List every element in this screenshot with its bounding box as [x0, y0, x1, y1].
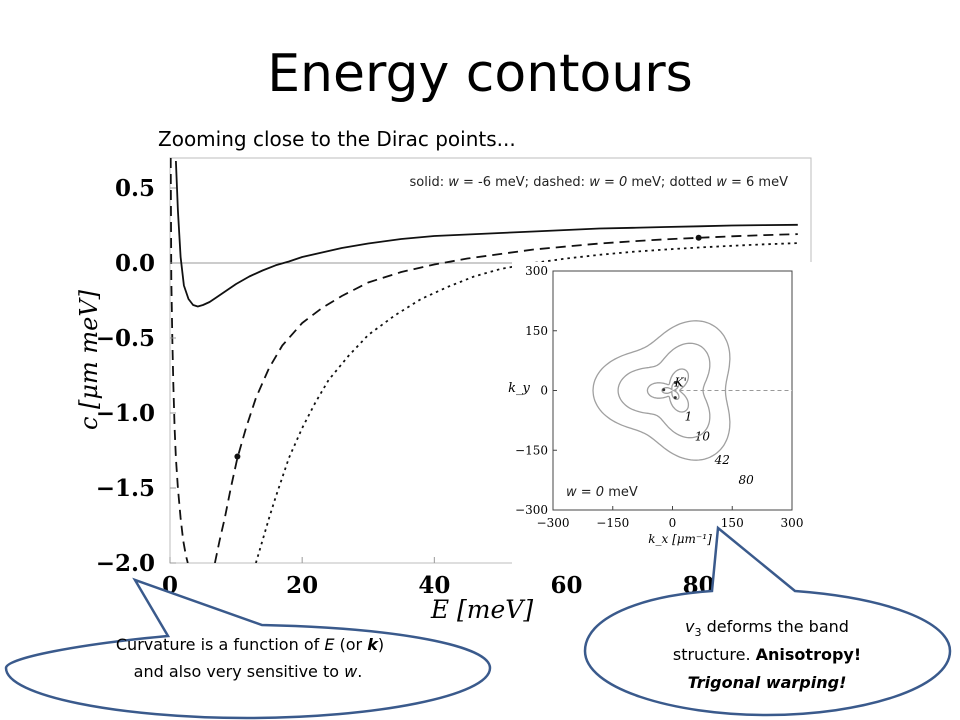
- right-callout-text-line2: structure. Anisotropy!: [673, 645, 861, 664]
- right-callout-text-line3: Trigonal warping!: [688, 673, 847, 692]
- y-tick-label: −1.5: [96, 475, 155, 502]
- inset-dirac-point: [673, 396, 677, 400]
- y-tick-label: 0.5: [115, 175, 155, 202]
- inset-y-tick-label: 150: [525, 324, 548, 338]
- marker-point-2: [695, 234, 702, 241]
- y-tick-label: −1.0: [96, 400, 155, 427]
- inset-y-tick-label: 0: [540, 384, 548, 398]
- y-tick-label: 0.0: [115, 250, 155, 277]
- inset-axis-ticks: −300 −150 0 150 300 300 150 0 −150 −300: [515, 264, 803, 530]
- inset-contour-label: 42: [714, 453, 730, 467]
- inset-x-tick-label: −150: [596, 516, 629, 530]
- x-tick-label: 60: [550, 572, 582, 599]
- left-callout-text-line1: Curvature is a function of E (or k): [116, 635, 384, 654]
- series-line-dashed: [214, 233, 798, 563]
- left-callout-bubble: [4, 577, 492, 720]
- series-line-dotted: [255, 242, 798, 563]
- right-callout-bubble: [583, 525, 952, 717]
- inset-contour-label: 10: [695, 429, 711, 443]
- inset-annotation: w = 0 meV: [566, 485, 638, 500]
- inset-x-axis-label: k_x [μm⁻¹]: [648, 532, 712, 546]
- marker-point-1: [234, 453, 241, 460]
- inset-dirac-point: [673, 381, 677, 385]
- inset-x-tick-label: −300: [537, 516, 570, 530]
- inset-y-tick-label: 300: [525, 264, 548, 278]
- series-line-dashed-branch-1: [170, 158, 189, 563]
- main-series-group: [170, 158, 798, 563]
- right-callout-text-line1: v3 deforms the band: [685, 617, 849, 639]
- inset-contour-80: [592, 320, 731, 461]
- inset-y-axis-label: k_y: [508, 381, 530, 396]
- slide-title: Energy contours: [267, 44, 693, 104]
- x-tick-label: 20: [286, 572, 318, 599]
- inset-contour-42: [617, 342, 711, 439]
- x-tick-label: 40: [418, 572, 450, 599]
- left-callout-text-line2: and also very sensitive to w.: [134, 662, 363, 681]
- y-tick-label: −0.5: [96, 325, 155, 352]
- inset-y-tick-label: −150: [515, 443, 548, 457]
- y-tick-label: −2.0: [96, 550, 155, 577]
- main-axis-ticks: 0 20 40 60 800.50.0−0.5−1.0−1.5−2.0: [96, 175, 715, 599]
- inset-x-tick-label: 0: [669, 516, 677, 530]
- inset-panel-background: [512, 262, 812, 564]
- inset-center-label: K': [674, 376, 687, 390]
- inset-contour-label: 80: [739, 473, 755, 487]
- inset-y-tick-label: −300: [515, 503, 548, 517]
- main-x-axis-label: E [meV]: [430, 595, 534, 624]
- inset-contour-1: [661, 380, 680, 401]
- legend-text: solid: w = -6 meV; dashed: w = 0 meV; do…: [410, 175, 789, 190]
- inset-contour-10: [646, 368, 690, 413]
- inset-dirac-point: [662, 388, 666, 392]
- main-y-axis-label: c [μm meV]: [75, 289, 103, 430]
- inset-contour-label: 1: [685, 409, 693, 423]
- series-line-solid: [175, 160, 798, 308]
- slide-subtitle: Zooming close to the Dirac points...: [158, 127, 516, 151]
- inset-x-tick-label: 300: [781, 516, 804, 530]
- inset-x-tick-label: 150: [721, 516, 744, 530]
